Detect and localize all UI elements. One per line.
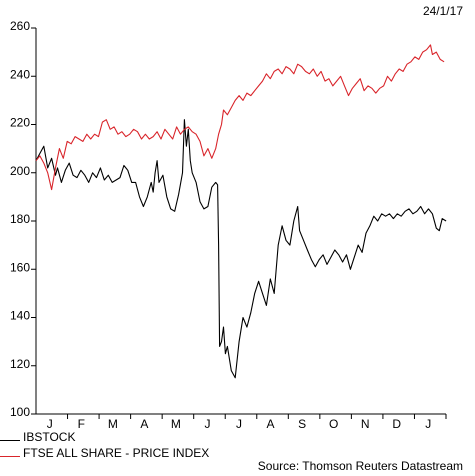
x-tick-label: J xyxy=(425,417,431,431)
chart-series xyxy=(35,44,447,379)
x-tick-label: J xyxy=(236,417,242,431)
series-line-0 xyxy=(35,119,447,379)
legend-item-ftse: FTSE ALL SHARE - PRICE INDEX xyxy=(0,444,209,460)
y-tick-label: 160 xyxy=(10,260,30,274)
chart-axes: 100 120 140 160 180 200 220 240 260 J F M A M J J A S O N D J xyxy=(10,19,447,431)
x-tick-label: D xyxy=(392,417,401,431)
y-tick-label: 260 xyxy=(10,19,30,33)
y-tick-label: 120 xyxy=(10,357,30,371)
y-tick-label: 180 xyxy=(10,212,30,226)
source-note: Source: Thomson Reuters Datastream xyxy=(257,459,463,473)
legend-label-ftse: FTSE ALL SHARE - PRICE INDEX xyxy=(23,446,210,460)
series-line-1 xyxy=(35,44,445,191)
x-tick-label: M xyxy=(108,417,118,431)
x-tick-label: A xyxy=(140,417,148,431)
x-tick-label: M xyxy=(171,417,181,431)
y-tick-label: 220 xyxy=(10,116,30,130)
x-tick-label: S xyxy=(298,417,306,431)
y-tick-label: 100 xyxy=(10,405,30,419)
line-chart: 100 120 140 160 180 200 220 240 260 J F M A M J J A S O N D J xyxy=(10,19,447,431)
legend-item-ibstock: IBSTOCK xyxy=(0,428,209,444)
legend: IBSTOCK FTSE ALL SHARE - PRICE INDEX xyxy=(0,428,209,460)
x-tick-label: N xyxy=(361,417,370,431)
x-tick-label: O xyxy=(329,417,338,431)
legend-label-ibstock: IBSTOCK xyxy=(23,430,76,444)
legend-swatch-ibstock xyxy=(0,440,20,441)
y-tick-label: 240 xyxy=(10,67,30,81)
legend-swatch-ftse xyxy=(0,456,20,457)
chart-date: 24/1/17 xyxy=(422,4,463,18)
x-tick-label: J xyxy=(47,417,53,431)
x-tick-label: J xyxy=(204,417,210,431)
x-tick-label: F xyxy=(78,417,85,431)
y-tick-label: 200 xyxy=(10,164,30,178)
x-tick-label: A xyxy=(267,417,275,431)
y-tick-label: 140 xyxy=(10,309,30,323)
